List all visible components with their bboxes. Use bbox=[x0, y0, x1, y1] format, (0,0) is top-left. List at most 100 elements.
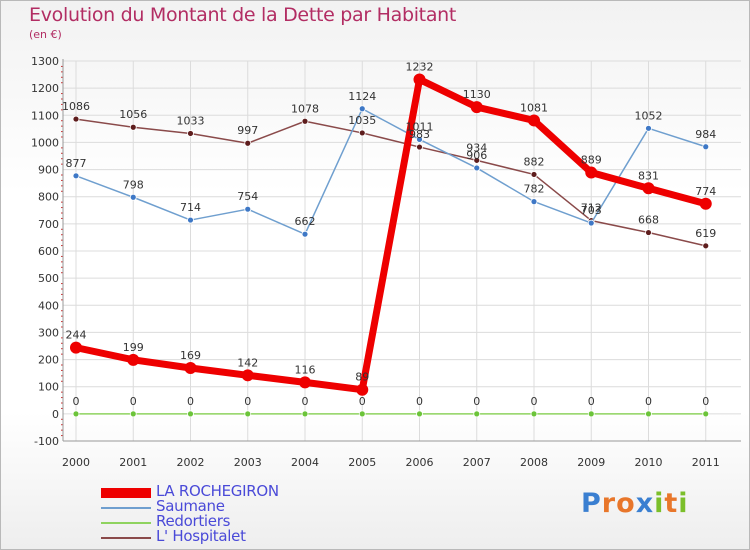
legend-label: Redortiers bbox=[156, 512, 231, 530]
x-tick-label: 2005 bbox=[348, 456, 376, 469]
data-label: 0 bbox=[130, 395, 137, 408]
legend-item: LA ROCHEGIRON bbox=[101, 483, 361, 500]
y-tick-label: 400 bbox=[38, 299, 59, 312]
data-label: 754 bbox=[237, 190, 258, 203]
data-label: 199 bbox=[123, 341, 144, 354]
x-tick-label: 2008 bbox=[520, 456, 548, 469]
x-tick-label: 2002 bbox=[177, 456, 205, 469]
data-label: 1124 bbox=[348, 90, 376, 103]
data-label: 662 bbox=[295, 215, 316, 228]
data-label: 774 bbox=[695, 185, 716, 198]
data-point bbox=[72, 115, 80, 123]
data-point bbox=[645, 410, 652, 418]
data-point bbox=[528, 114, 540, 127]
data-label: 668 bbox=[638, 214, 659, 227]
data-point bbox=[699, 197, 712, 210]
data-label: 1078 bbox=[291, 102, 319, 115]
x-tick-label: 2006 bbox=[406, 456, 434, 469]
logo-letter: o bbox=[616, 488, 636, 519]
x-tick-label: 2003 bbox=[234, 456, 262, 469]
x-tick-label: 2010 bbox=[635, 456, 663, 469]
legend-swatch bbox=[101, 507, 151, 509]
data-label: 89 bbox=[355, 371, 369, 384]
data-label: 0 bbox=[359, 395, 366, 408]
data-point bbox=[702, 410, 710, 418]
data-label: 0 bbox=[702, 395, 709, 408]
legend-label: Saumane bbox=[156, 497, 225, 515]
data-point bbox=[244, 139, 252, 147]
y-tick-label: 100 bbox=[38, 381, 59, 394]
data-point bbox=[473, 410, 481, 418]
data-point bbox=[416, 143, 423, 151]
chart-title: Evolution du Montant de la Dette par Hab… bbox=[29, 4, 457, 26]
data-label: 0 bbox=[244, 395, 251, 408]
data-label: 934 bbox=[466, 141, 487, 154]
data-point bbox=[645, 229, 652, 236]
data-label: 714 bbox=[180, 201, 201, 214]
data-point bbox=[127, 353, 140, 366]
data-point bbox=[244, 410, 252, 418]
data-point bbox=[702, 143, 710, 151]
x-tick-label: 2000 bbox=[62, 456, 90, 469]
data-label: 1086 bbox=[62, 100, 90, 113]
data-label: 984 bbox=[695, 128, 716, 141]
y-tick-label: 1300 bbox=[31, 55, 59, 68]
data-point bbox=[587, 410, 595, 418]
data-label: 0 bbox=[73, 395, 80, 408]
data-point bbox=[187, 130, 194, 137]
data-point bbox=[184, 361, 197, 374]
y-tick-label: 300 bbox=[38, 326, 59, 339]
data-label: 169 bbox=[180, 349, 201, 362]
data-label: 619 bbox=[695, 227, 716, 240]
data-point bbox=[299, 376, 311, 389]
chart-legend: LA ROCHEGIRON Saumane Redortiers L' Hospita… bbox=[101, 483, 361, 545]
data-label: 906 bbox=[466, 149, 487, 162]
x-tick-label: 2007 bbox=[463, 456, 491, 469]
data-point bbox=[301, 117, 309, 125]
data-point bbox=[702, 242, 710, 250]
data-label: 882 bbox=[524, 155, 545, 168]
data-label: 0 bbox=[473, 395, 480, 408]
data-label: 889 bbox=[581, 154, 602, 167]
logo-letter: x bbox=[635, 488, 655, 519]
logo-letter: r bbox=[601, 488, 617, 519]
y-tick-label: 1200 bbox=[31, 82, 59, 95]
data-label: 0 bbox=[187, 395, 194, 408]
data-point bbox=[187, 410, 194, 418]
x-tick-label: 2001 bbox=[119, 456, 147, 469]
data-label: 1052 bbox=[635, 109, 663, 122]
proxiti-logo: Proxiti bbox=[581, 488, 689, 519]
data-label: 1130 bbox=[463, 88, 491, 101]
data-point bbox=[301, 230, 309, 238]
data-label: 997 bbox=[237, 124, 258, 137]
data-label: 712 bbox=[581, 202, 602, 215]
data-label: 1035 bbox=[348, 114, 376, 127]
data-point bbox=[530, 171, 538, 178]
data-label: 0 bbox=[588, 395, 595, 408]
data-point bbox=[358, 410, 366, 418]
data-label: 877 bbox=[66, 157, 87, 170]
x-tick-label: 2011 bbox=[692, 456, 720, 469]
data-point bbox=[413, 73, 426, 86]
y-tick-label: -100 bbox=[34, 435, 59, 448]
logo-letter: P bbox=[581, 488, 602, 519]
data-point bbox=[241, 369, 254, 382]
logo-letter: i bbox=[654, 488, 665, 519]
logo-letter: i bbox=[678, 488, 689, 519]
data-label: 983 bbox=[409, 128, 430, 141]
data-point bbox=[358, 129, 366, 137]
data-point bbox=[244, 205, 252, 213]
legend-item: L' Hospitalet bbox=[101, 527, 361, 545]
y-tick-label: 900 bbox=[38, 164, 59, 177]
data-point bbox=[129, 193, 137, 201]
logo-letter: t bbox=[664, 488, 679, 519]
data-label: 0 bbox=[416, 395, 423, 408]
legend-item: Saumane bbox=[101, 497, 361, 515]
y-tick-label: 700 bbox=[38, 218, 59, 231]
legend-label: L' Hospitalet bbox=[156, 527, 246, 545]
y-tick-label: 1000 bbox=[31, 136, 59, 149]
data-label: 798 bbox=[123, 178, 144, 191]
data-label: 142 bbox=[237, 356, 258, 369]
